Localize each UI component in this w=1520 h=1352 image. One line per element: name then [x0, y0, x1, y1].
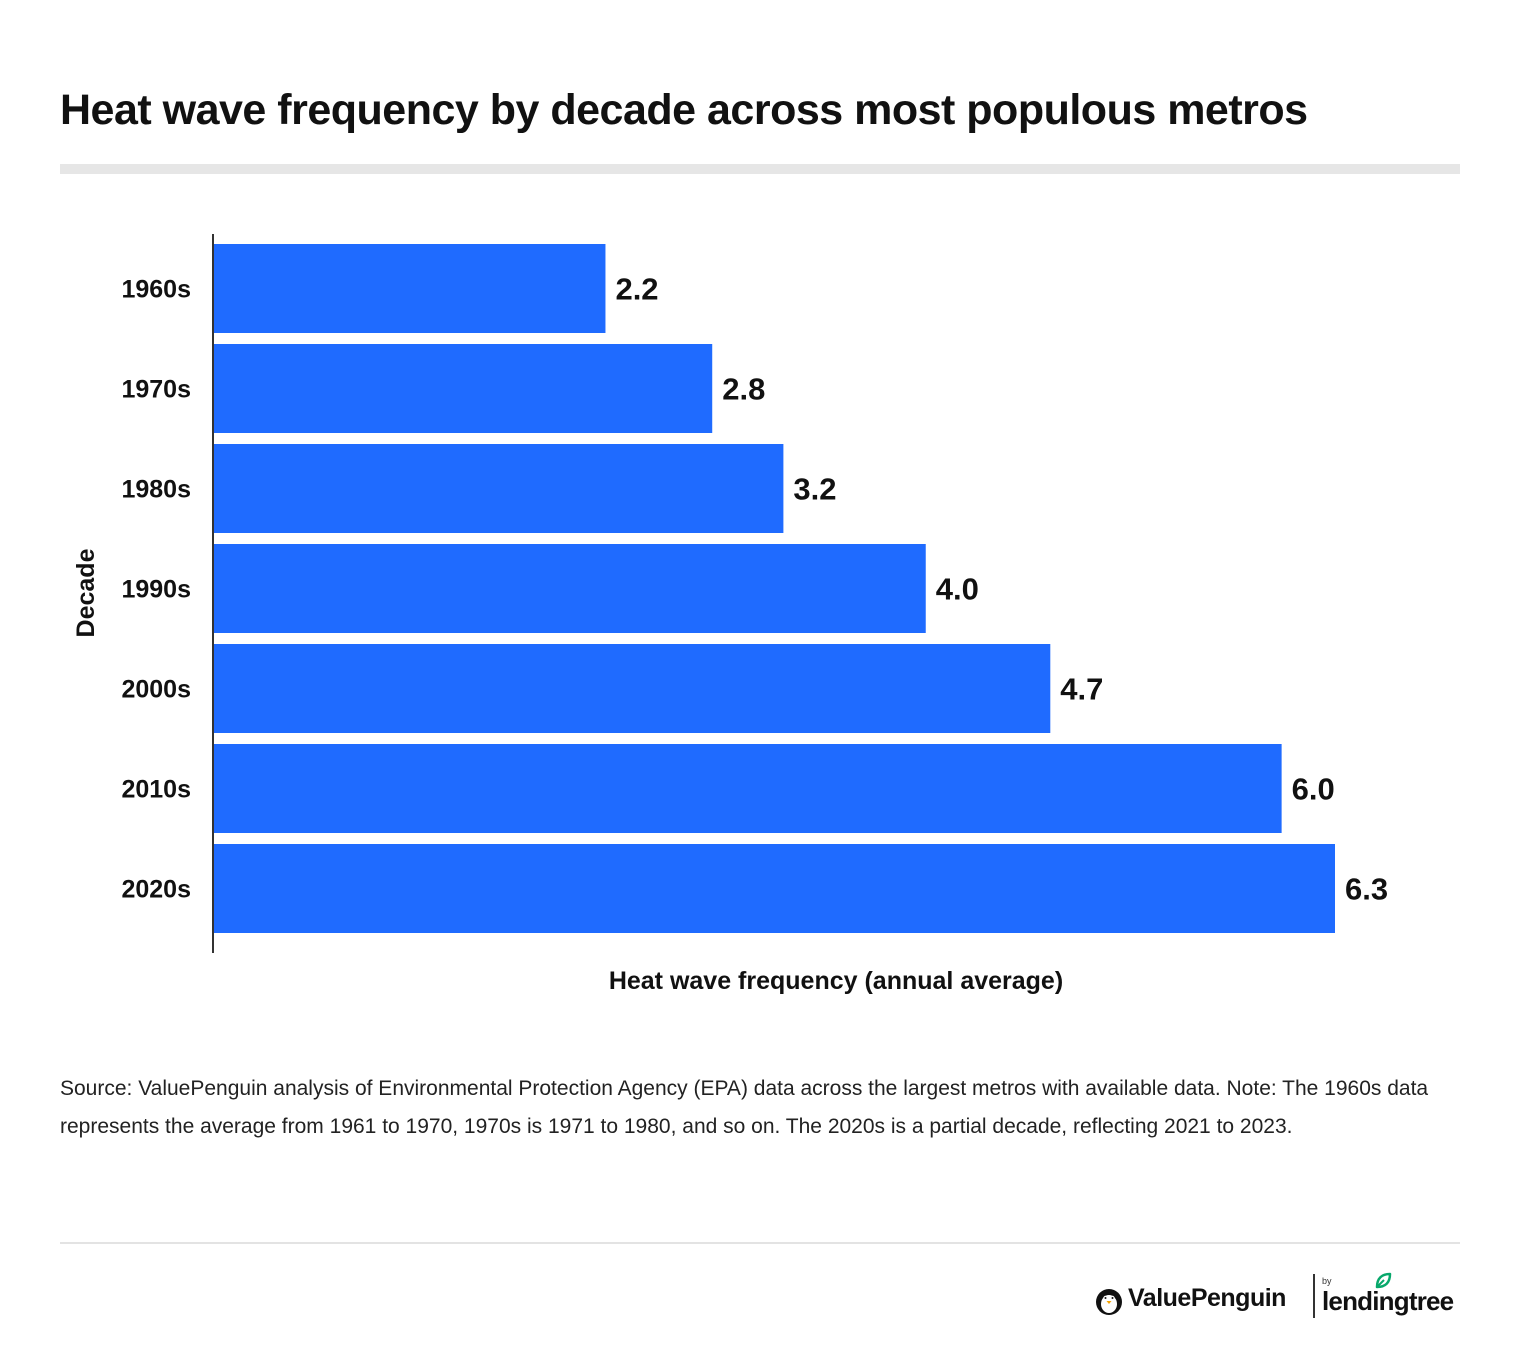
- data-label-2000s: 4.7: [1060, 672, 1103, 707]
- footer-divider: [60, 1242, 1460, 1244]
- data-label-1970s: 2.8: [722, 372, 765, 407]
- bars-group: 2.2 1960s 2.8 1970s 3.2 1980s 4.0 1990s 4.7 2000s…: [121, 244, 1388, 933]
- bar-1980s: [214, 444, 784, 533]
- y-tick-label-2010s: 2010s: [121, 776, 191, 804]
- bar-1990s: [214, 544, 926, 633]
- lendingtree-logo-text: lendingtree: [1322, 1286, 1454, 1316]
- bar-2020s: [214, 844, 1335, 933]
- y-tick-label-1970s: 1970s: [121, 376, 191, 404]
- y-tick-label-1990s: 1990s: [121, 576, 191, 604]
- data-label-1960s: 2.2: [615, 272, 658, 307]
- bar-1960s: [214, 244, 606, 333]
- data-label-2020s: 6.3: [1345, 872, 1388, 907]
- brand-separator: [1313, 1274, 1315, 1318]
- valuepenguin-logo-text: ValuePenguin: [1128, 1284, 1286, 1312]
- y-tick-label-2020s: 2020s: [121, 876, 191, 904]
- source-note: Source: ValuePenguin analysis of Environ…: [60, 1077, 1429, 1138]
- brand-logos: ValuePenguin by lendingtree: [1094, 1272, 1464, 1324]
- by-label: by: [1322, 1276, 1332, 1286]
- y-axis-title: Decade: [72, 548, 100, 637]
- bar-2010s: [214, 744, 1282, 833]
- data-label-1990s: 4.0: [936, 572, 979, 607]
- y-tick-label-1960s: 1960s: [121, 276, 191, 304]
- data-label-1980s: 3.2: [793, 472, 836, 507]
- bar-chart: 2.2 1960s 2.8 1970s 3.2 1980s 4.0 1990s 4.7 2000s…: [72, 234, 1388, 995]
- bar-2000s: [214, 644, 1051, 733]
- data-label-2010s: 6.0: [1292, 772, 1335, 807]
- y-tick-label-1980s: 1980s: [121, 476, 191, 504]
- chart-title: Heat wave frequency by decade across mos…: [60, 86, 1308, 134]
- y-tick-label-2000s: 2000s: [121, 676, 191, 704]
- bar-1970s: [214, 344, 713, 433]
- x-axis-title: Heat wave frequency (annual average): [609, 967, 1063, 995]
- title-divider: [60, 164, 1460, 174]
- penguin-icon: [1096, 1289, 1122, 1315]
- leaf-icon: [1375, 1272, 1392, 1289]
